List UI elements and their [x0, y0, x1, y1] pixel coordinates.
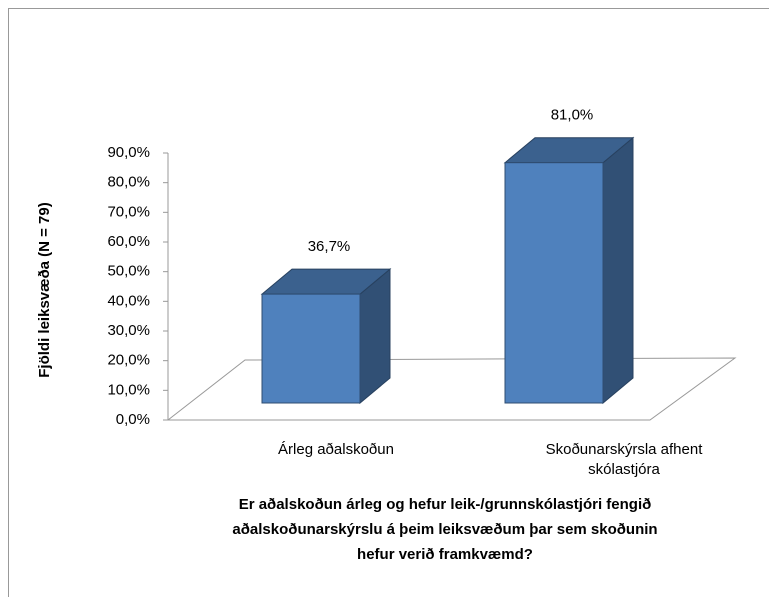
y-tick-label: 0,0% — [116, 411, 150, 428]
x-tick-label: Skoðunarskýrsla afhent skólastjóra — [545, 441, 703, 478]
chart-frame — [8, 8, 769, 597]
y-tick-label: 70,0% — [107, 203, 150, 220]
bar-side — [602, 136, 634, 405]
bar — [504, 162, 604, 404]
y-tick-label: 80,0% — [107, 174, 150, 191]
value-label: 81,0% — [551, 107, 594, 124]
x-tick-label: Árleg aðalskoðun — [278, 441, 394, 458]
y-tick-label: 30,0% — [107, 322, 150, 339]
y-tick-label: 50,0% — [107, 263, 150, 280]
floor — [166, 357, 737, 421]
y-tick-label: 40,0% — [107, 292, 150, 309]
y-axis-title: Fjöldi leiksvæða (N = 79) — [36, 202, 53, 377]
value-label: 36,7% — [308, 238, 351, 255]
bar — [261, 293, 361, 404]
y-tick-label: 60,0% — [107, 233, 150, 250]
y-tick-label: 20,0% — [107, 352, 150, 369]
y-tick-label: 90,0% — [107, 144, 150, 161]
y-tick-label: 10,0% — [107, 381, 150, 398]
x-axis-title: Er aðalskoðun árleg og hefur leik-/grunn… — [232, 496, 658, 563]
